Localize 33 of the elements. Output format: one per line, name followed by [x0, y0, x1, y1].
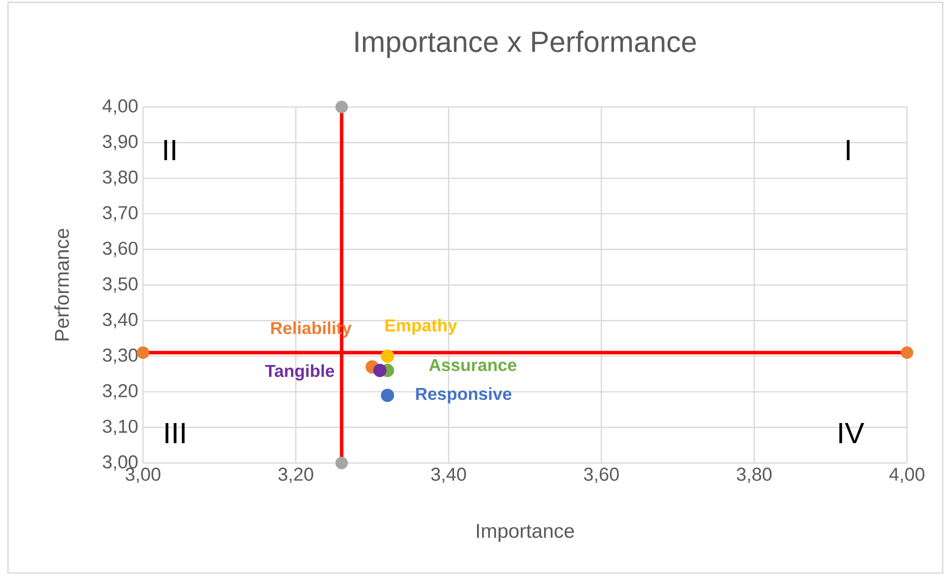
y-tick-label: 3,60 [102, 242, 138, 258]
y-tick-label: 4,00 [102, 99, 138, 115]
y-tick-label: 3,50 [102, 277, 138, 293]
point [380, 388, 394, 402]
y-tick-label: 3,80 [102, 170, 138, 186]
point [136, 346, 150, 359]
text: Assurance [429, 359, 516, 372]
point [373, 364, 386, 378]
y-tick-label: 3,40 [102, 312, 138, 328]
point [900, 346, 914, 359]
x-tick-label: 3,20 [278, 468, 314, 484]
point [335, 456, 348, 470]
series-label: Empathy [386, 318, 458, 335]
y-tick-label: 3,30 [102, 348, 138, 364]
x-tick-label: 3,60 [584, 468, 619, 484]
x-tick-label: 4,00 [889, 468, 924, 484]
annotation: II [164, 140, 176, 160]
y-tick-label: 3,10 [102, 420, 138, 436]
y-tick-label: 3,70 [102, 206, 138, 222]
x-tick-label: 3,40 [431, 468, 466, 484]
chart-title: Importance x Performance [356, 30, 696, 58]
y-tick-label: 3,20 [102, 384, 138, 400]
point [380, 350, 394, 363]
text: Tangible [265, 364, 334, 381]
x-axis-title: Importance [477, 524, 574, 542]
y-axis-title: Performance [54, 228, 69, 340]
annotation: IV [839, 423, 864, 444]
y-tick-label: 3,90 [102, 134, 138, 150]
series-label: Responsive [416, 387, 512, 404]
annotation: I [846, 140, 850, 160]
annotation: III [166, 423, 185, 444]
x-tick-label: 3,80 [736, 468, 772, 484]
point [335, 100, 348, 114]
